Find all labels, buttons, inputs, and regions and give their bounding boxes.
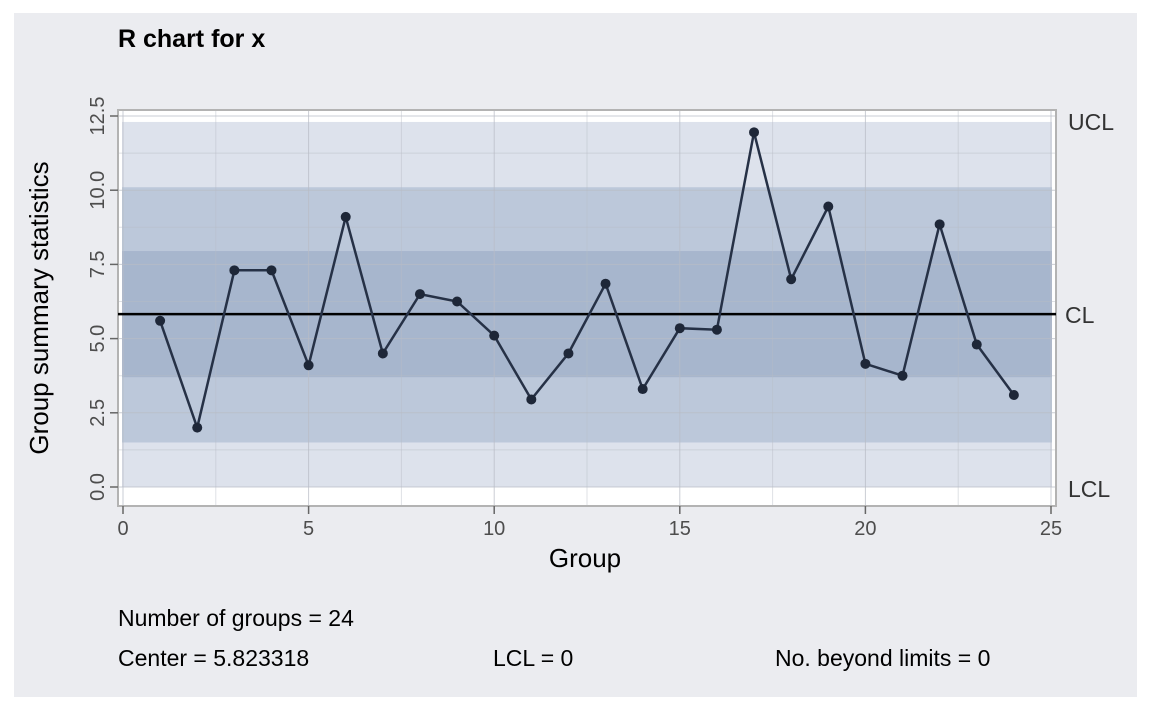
grid-lines [118, 110, 1056, 506]
stat-beyond-limits: No. beyond limits = 0 [775, 645, 990, 671]
y-axis-label: Group summary statistics [24, 161, 54, 454]
data-points [155, 127, 1019, 433]
data-point [266, 265, 277, 276]
x-tick-label: 15 [669, 518, 691, 540]
y-tick-label: 2.5 [87, 399, 109, 427]
data-point [563, 348, 574, 359]
data-point [155, 315, 166, 326]
data-point [1008, 389, 1019, 400]
data-point [711, 324, 722, 335]
data-point [340, 211, 351, 222]
x-tick-label: 25 [1040, 518, 1062, 540]
chart-title: R chart for x [118, 25, 265, 53]
plot-area [117, 109, 1057, 507]
data-point [489, 330, 500, 341]
x-tick-label: 0 [117, 518, 128, 540]
data-point [452, 296, 463, 307]
data-point [414, 289, 425, 300]
y-tick-label: 7.5 [87, 250, 109, 278]
data-point [600, 278, 611, 289]
stat-number-of-groups: Number of groups = 24 [118, 605, 354, 631]
data-point [860, 358, 871, 369]
data-point [749, 127, 760, 138]
x-axis-label: Group [549, 543, 621, 573]
cl-label: CL [1065, 302, 1095, 328]
stat-lcl: LCL = 0 [493, 645, 573, 671]
x-tick-label: 10 [483, 518, 505, 540]
data-point [229, 265, 240, 276]
data-point [526, 394, 537, 405]
data-point [637, 384, 648, 395]
data-point [971, 339, 982, 350]
y-axis-ticks: 0.0 2.5 5.0 7.5 10.0 12.5 [87, 97, 118, 501]
data-point [377, 348, 388, 359]
data-point [823, 201, 834, 212]
ucl-label: UCL [1068, 109, 1114, 135]
data-point [674, 323, 685, 334]
x-tick-label: 5 [303, 518, 314, 540]
plot-frame [117, 109, 1057, 507]
data-point [934, 219, 945, 230]
lcl-label: LCL [1068, 476, 1110, 502]
y-tick-label: 5.0 [87, 325, 109, 353]
x-axis-ticks: 0 5 10 15 20 25 [117, 506, 1062, 540]
data-point [303, 360, 314, 371]
data-point [192, 422, 203, 433]
y-tick-label: 0.0 [87, 473, 109, 501]
data-point [786, 274, 797, 285]
x-tick-label: 20 [854, 518, 876, 540]
y-tick-label: 10.0 [87, 171, 109, 210]
series-line [158, 131, 1015, 433]
data-point [897, 370, 908, 381]
stat-center: Center = 5.823318 [118, 645, 309, 671]
y-tick-label: 12.5 [87, 97, 109, 136]
